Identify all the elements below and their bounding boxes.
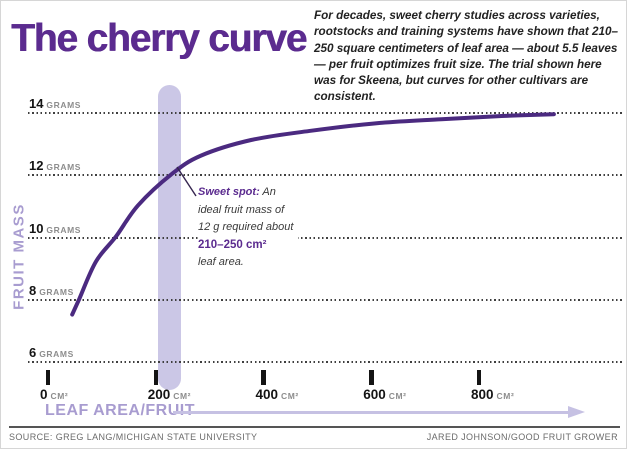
x-axis-title: LEAF AREA/FRUIT bbox=[45, 402, 196, 419]
sweet-spot-annotation: Sweet spot: An ideal fruit mass of 12 g … bbox=[198, 184, 299, 273]
annotation-label: Sweet spot: bbox=[198, 186, 260, 198]
y-gridline-6 bbox=[28, 361, 622, 364]
page-title: The cherry curve bbox=[11, 17, 307, 60]
y-tick-label-6: 6 GRAMS bbox=[29, 345, 74, 361]
footer-divider bbox=[9, 426, 620, 428]
x-tick-label-200: 200 CM² bbox=[147, 387, 192, 402]
y-tick-label-10: 10 GRAMS bbox=[29, 220, 82, 236]
designer-credit: JARED JOHNSON/GOOD FRUIT GROWER bbox=[426, 432, 618, 442]
annotation-line2: ideal fruit mass of bbox=[198, 203, 285, 216]
y-tick-label-12: 12 GRAMS bbox=[29, 158, 82, 174]
annotation-line5: leaf area. bbox=[198, 256, 244, 268]
y-tick-label-14: 14 GRAMS bbox=[29, 96, 82, 111]
annotation-line3: 12 g required about bbox=[198, 221, 294, 233]
y-gridline-14 bbox=[28, 112, 622, 114]
y-tick-label-8: 8 GRAMS bbox=[29, 282, 74, 298]
x-tick-0 bbox=[45, 370, 51, 385]
annotation-line1: An bbox=[259, 186, 276, 198]
x-tick-800 bbox=[476, 370, 482, 385]
x-tick-label-800: 800 CM² bbox=[471, 387, 515, 402]
x-tick-200 bbox=[153, 370, 159, 385]
x-tick-label-400: 400 CM² bbox=[255, 387, 299, 402]
x-tick-600 bbox=[369, 370, 374, 385]
y-gridline-10 bbox=[28, 236, 622, 239]
x-axis-arrow-line bbox=[173, 411, 569, 414]
y-gridline-12 bbox=[28, 174, 622, 177]
curve-line bbox=[70, 112, 556, 317]
x-tick-400 bbox=[261, 370, 266, 385]
x-tick-label-600: 600 CM² bbox=[363, 387, 407, 402]
y-gridline-8 bbox=[28, 298, 622, 301]
y-axis-title: FRUIT MASS bbox=[10, 203, 28, 310]
intro-text: For decades, sweet cherry studies across… bbox=[314, 9, 618, 104]
annotation-line4: 210–250 cm² bbox=[198, 238, 267, 251]
source-credit: SOURCE: GREG LANG/MICHIGAN STATE UNIVERS… bbox=[9, 432, 258, 442]
x-axis-arrow-head-icon bbox=[568, 406, 585, 418]
x-tick-label-0: 0 CM² bbox=[40, 387, 69, 402]
